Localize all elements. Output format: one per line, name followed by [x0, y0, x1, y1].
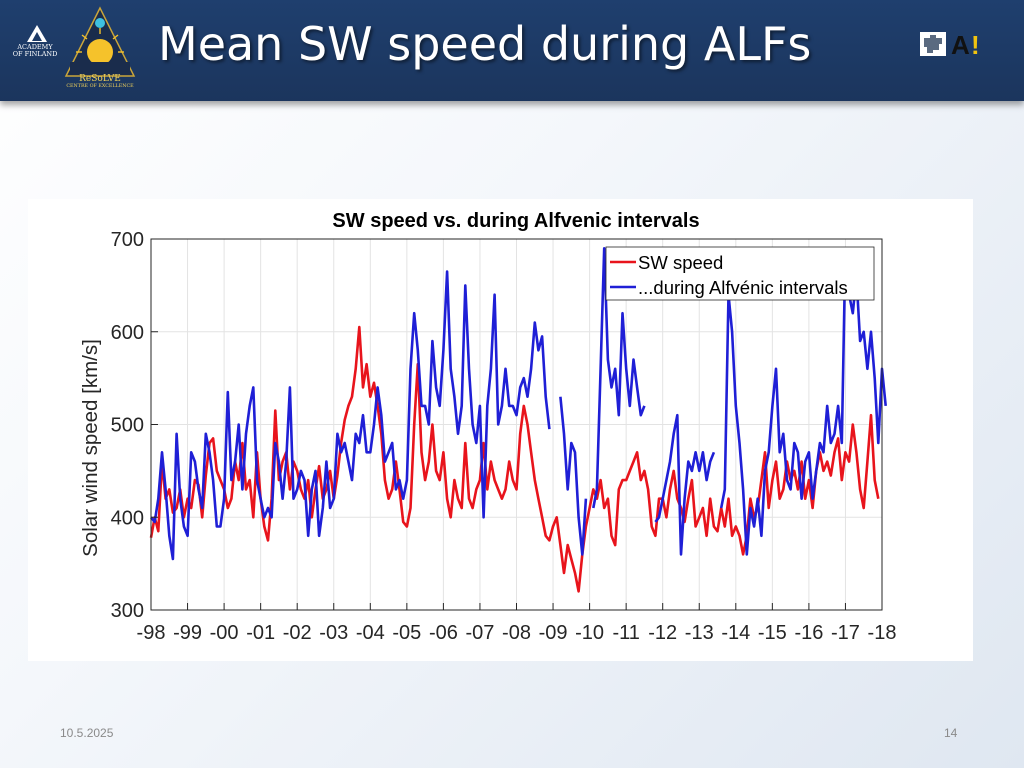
series-line-alfvenic [654, 413, 716, 556]
x-tick-label: -10 [575, 622, 604, 644]
series-lines [149, 247, 887, 593]
academy-of-finland-logo [27, 25, 47, 42]
x-tick-label: -11 [612, 622, 639, 644]
legend-label-sw-speed: SW speed [638, 252, 723, 273]
x-tick-label: -01 [246, 622, 275, 644]
series-line-alfvenic [559, 396, 588, 556]
y-tick-label: 500 [111, 415, 144, 437]
y-tick-label: 400 [111, 507, 144, 529]
x-tick-label: -00 [210, 622, 239, 644]
legend: SW speed ...during Alfvénic intervals [605, 246, 875, 301]
resolve-logo [64, 6, 136, 77]
y-axis-label: Solar wind speed [km/s] [79, 339, 102, 557]
svg-text:!: ! [971, 30, 980, 58]
chart-title: SW speed vs. during Alfvenic intervals [332, 210, 699, 232]
series-line-sw-speed [149, 325, 880, 593]
aalto-logo: A ! [920, 30, 980, 58]
x-tick-label: -17 [831, 622, 860, 644]
x-tick-label: -07 [465, 622, 494, 644]
footer-date: 10.5.2025 [60, 726, 114, 740]
x-tick-label: -08 [502, 622, 531, 644]
resolve-wordmark: ReSoLVE [79, 74, 121, 84]
x-tick-label: -03 [319, 622, 348, 644]
x-tick-label: -13 [685, 622, 714, 644]
academy-of-finland-wordmark: ACADEMY OF FINLAND [12, 43, 58, 58]
slide-header: ACADEMY OF FINLAND ReSoLVE CENTRE OF EXCE… [0, 0, 1024, 101]
x-tick-label: -14 [721, 622, 750, 644]
legend-label-alfvenic: ...during Alfvénic intervals [638, 277, 848, 298]
line-chart: -98 -99 -00 -01 -02 -03 -04 -05 -06 -07 -08 -09 -10-… [79, 210, 897, 644]
resolve-subtitle: CENTRE OF EXCELLENCE [66, 84, 134, 89]
series-line-alfvenic [592, 247, 646, 509]
x-tick-label: -02 [283, 622, 312, 644]
x-tick-label: -15 [758, 622, 787, 644]
slide-title: Mean SW speed during ALFs [158, 17, 812, 71]
x-tick-label: -06 [429, 622, 458, 644]
chart-panel: -98 -99 -00 -01 -02 -03 -04 -05 -06 -07 -08 -09 -10-… [28, 199, 973, 661]
y-tick-label: 300 [111, 600, 144, 622]
y-tick-label: 600 [111, 322, 144, 344]
axis-ticks: -98 -99 -00 -01 -02 -03 -04 -05 -06 -07 -08 -09 -10-… [111, 229, 897, 644]
x-tick-label: -16 [794, 622, 823, 644]
x-tick-label: -05 [392, 622, 421, 644]
x-tick-label: -04 [356, 622, 385, 644]
svg-text:A: A [951, 30, 970, 58]
x-tick-label: -18 [868, 622, 897, 644]
slide-page-number: 14 [944, 726, 958, 740]
x-tick-label: -99 [173, 622, 202, 644]
series-line-alfvenic [149, 270, 551, 561]
x-tick-label: -98 [137, 622, 166, 644]
x-tick-label: -09 [539, 622, 568, 644]
series-line-alfvenic [719, 247, 887, 556]
y-tick-label: 700 [111, 229, 144, 251]
x-tick-label: -12 [648, 622, 677, 644]
legend-box [605, 246, 875, 301]
